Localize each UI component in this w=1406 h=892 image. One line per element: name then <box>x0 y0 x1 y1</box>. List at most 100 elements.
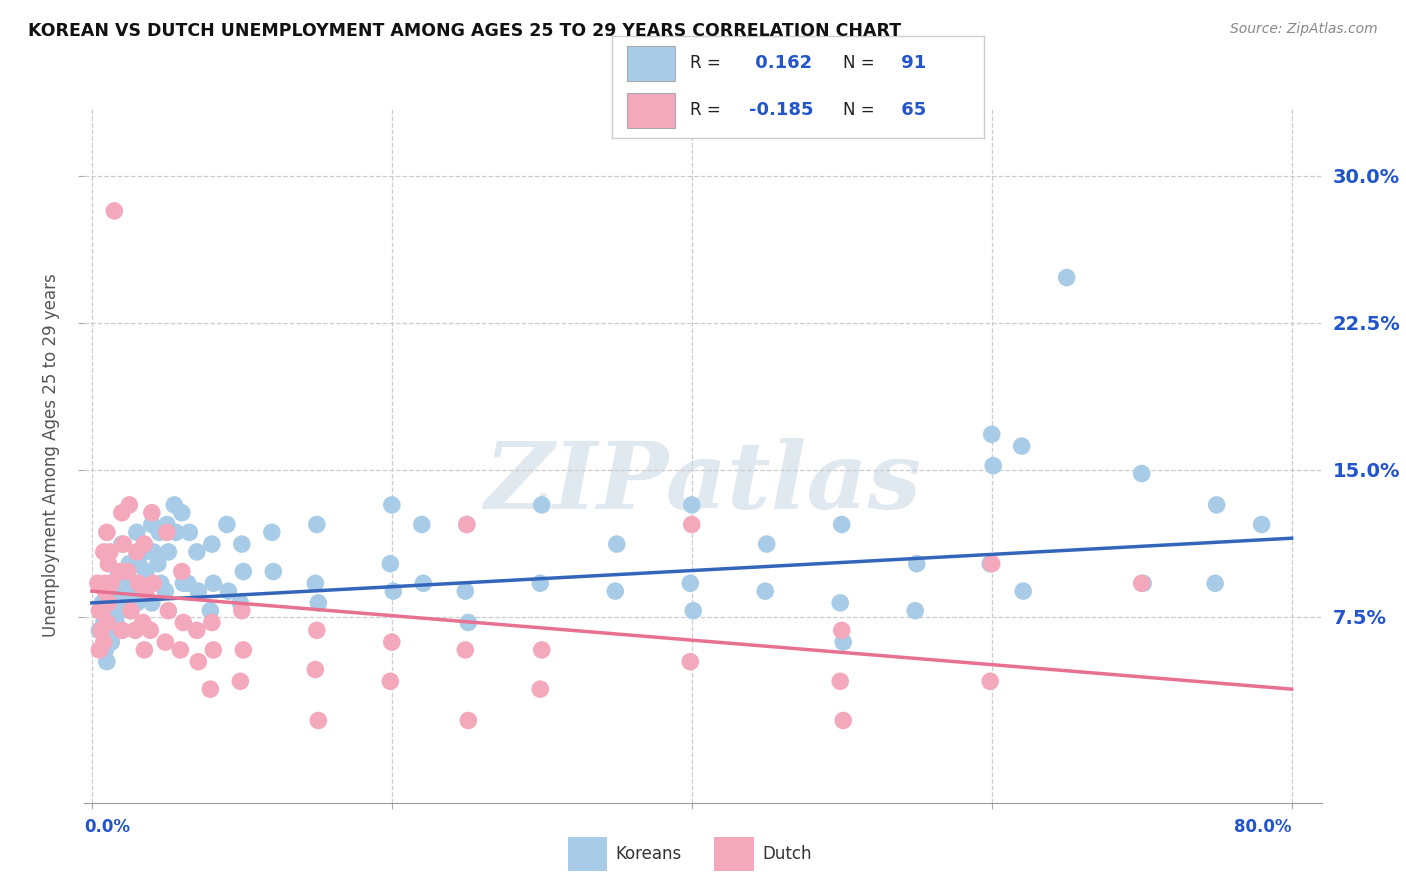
Point <box>831 624 853 638</box>
Point <box>606 537 628 551</box>
Point <box>142 545 165 559</box>
Point <box>100 584 122 599</box>
Point <box>110 604 132 618</box>
Point <box>200 604 222 618</box>
Point <box>111 624 134 638</box>
Point <box>307 714 329 728</box>
Point <box>91 604 114 618</box>
Point <box>172 615 194 630</box>
Point <box>411 517 433 532</box>
Point <box>104 615 127 630</box>
Point <box>304 663 326 677</box>
Point <box>456 517 478 532</box>
Text: 80.0%: 80.0% <box>1234 819 1292 837</box>
Text: Source: ZipAtlas.com: Source: ZipAtlas.com <box>1230 22 1378 37</box>
Point <box>112 537 135 551</box>
Point <box>605 584 627 599</box>
Text: 0.162: 0.162 <box>749 54 813 72</box>
Point <box>979 674 1001 689</box>
Point <box>103 203 125 218</box>
Point <box>229 596 252 610</box>
Point <box>456 517 478 532</box>
Point <box>103 624 125 638</box>
Point <box>454 584 477 599</box>
Point <box>134 537 156 551</box>
FancyBboxPatch shape <box>627 46 675 81</box>
Point <box>124 576 146 591</box>
Point <box>155 584 177 599</box>
Point <box>155 635 177 649</box>
Point <box>454 643 477 657</box>
Point <box>93 545 115 559</box>
Point <box>307 596 329 610</box>
Point <box>980 427 1002 442</box>
Point <box>127 576 149 591</box>
Text: ZIPatlas: ZIPatlas <box>485 438 921 528</box>
Text: N =: N = <box>842 54 880 72</box>
Point <box>125 596 148 610</box>
Point <box>830 674 852 689</box>
Point <box>93 635 115 649</box>
Point <box>170 565 193 579</box>
Text: R =: R = <box>690 54 725 72</box>
Point <box>125 525 148 540</box>
Point <box>96 655 118 669</box>
Point <box>980 557 1002 571</box>
Point <box>87 576 110 591</box>
Point <box>679 576 702 591</box>
Point <box>141 596 163 610</box>
Point <box>110 565 132 579</box>
Point <box>118 557 141 571</box>
Text: 65: 65 <box>894 101 927 119</box>
Point <box>682 604 704 618</box>
Point <box>186 624 208 638</box>
Point <box>305 517 328 532</box>
Text: Koreans: Koreans <box>616 845 682 863</box>
Point <box>1205 498 1227 512</box>
Point <box>108 596 131 610</box>
Point <box>169 643 191 657</box>
Point <box>89 643 111 657</box>
Point <box>231 604 253 618</box>
Point <box>1130 576 1153 591</box>
Point <box>97 596 120 610</box>
Point <box>100 576 122 591</box>
Point <box>141 517 163 532</box>
Point <box>832 635 855 649</box>
Point <box>100 635 122 649</box>
Point <box>530 498 553 512</box>
Point <box>94 576 117 591</box>
Point <box>202 576 225 591</box>
Point <box>904 604 927 618</box>
Point <box>96 525 118 540</box>
Point <box>681 517 703 532</box>
Point <box>93 615 115 630</box>
Point <box>262 565 284 579</box>
Point <box>149 576 172 591</box>
Point <box>165 525 187 540</box>
Point <box>382 584 405 599</box>
Point <box>97 557 120 571</box>
Point <box>229 674 252 689</box>
Y-axis label: Unemployment Among Ages 25 to 29 years: Unemployment Among Ages 25 to 29 years <box>42 273 60 637</box>
Point <box>381 635 404 649</box>
Point <box>260 525 283 540</box>
Text: 91: 91 <box>894 54 927 72</box>
Text: R =: R = <box>690 101 725 119</box>
Point <box>1056 270 1078 285</box>
Point <box>305 624 328 638</box>
Point <box>101 604 124 618</box>
Point <box>529 576 551 591</box>
Point <box>118 498 141 512</box>
Point <box>172 576 194 591</box>
Point <box>111 624 134 638</box>
Point <box>97 609 120 624</box>
FancyBboxPatch shape <box>627 93 675 128</box>
Point <box>125 545 148 559</box>
Point <box>177 576 200 591</box>
Point <box>163 498 186 512</box>
Point <box>1130 467 1153 481</box>
Point <box>96 580 118 594</box>
Point <box>232 643 254 657</box>
Point <box>120 604 142 618</box>
